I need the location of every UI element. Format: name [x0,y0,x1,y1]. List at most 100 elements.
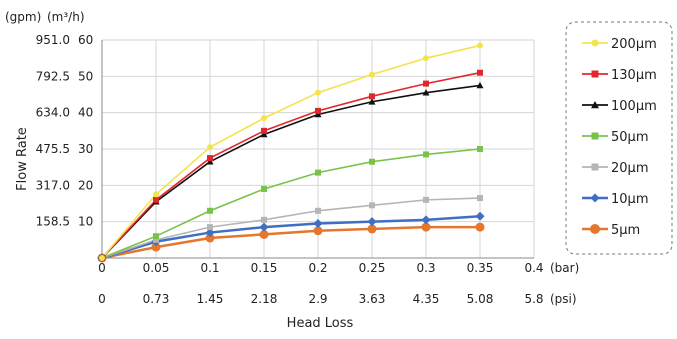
y-unit-gpm: (gpm) [5,10,41,24]
y-tick-label-gpm: 158.5 [36,215,70,229]
data-point [99,255,105,261]
data-point [477,195,483,202]
legend-label: 100μm [611,99,657,114]
data-point [477,146,483,152]
x-tick-label-bar: 0 [98,261,106,275]
x-tick-label-bar: 0.1 [200,261,219,275]
data-point [369,93,375,100]
y-tick-label-gpm: 475.5 [36,142,70,156]
y-tick-label-m3h: 30 [78,142,93,156]
series-line [101,197,481,259]
y-tick-label-m3h: 60 [78,33,93,47]
data-point [423,151,429,158]
legend-label: 20μm [611,161,648,176]
data-point [315,107,321,114]
series-lines [101,44,481,260]
data-point [314,110,322,118]
data-point [206,158,214,165]
legend-label: 200μm [611,37,657,52]
data-point [477,69,483,76]
y-axis-title: Flow Rate [15,127,30,191]
x-tick-label-psi: 0.73 [143,292,170,306]
legend-marker [591,163,599,171]
data-point [476,81,484,89]
data-point [207,224,213,231]
y-tick-label-m3h: 50 [78,69,93,83]
legend-label: 10μm [611,192,648,207]
data-point [477,42,483,49]
series-line [101,148,481,259]
x-tick-label-psi: 0 [98,292,106,306]
x-axis-title: Head Loss [287,316,354,331]
series-line [101,225,480,260]
legend-label: 5μm [611,223,640,238]
data-point [261,216,267,223]
data-point [259,229,269,239]
series-line [101,71,481,259]
data-point [421,215,431,225]
x-tick-label-psi: 5.08 [467,292,494,306]
data-point [313,218,323,228]
y-tick-label-m3h: 10 [78,215,93,229]
data-point [153,233,159,240]
data-point [205,233,215,243]
data-point [315,89,321,96]
x-tick-label-psi: 2.9 [308,292,327,306]
legend-marker [591,132,599,140]
data-point [369,71,375,78]
y-tick-label-gpm: 317.0 [36,178,70,192]
x-tick-label-psi: 4.35 [413,292,440,306]
data-point [153,191,159,198]
data-point [207,155,213,162]
data-point [207,144,213,151]
x-tick-label-psi: 2.18 [251,292,278,306]
y-unit-m3h: (m³/h) [47,10,85,24]
y-tick-label-m3h: 20 [78,178,93,192]
y-tick-label-gpm: 951.0 [36,33,70,47]
x-unit-psi: (psi) [550,292,577,306]
data-point [205,228,215,238]
data-point [315,207,321,214]
x-tick-label-bar: 0.3 [416,261,435,275]
data-point [475,222,485,232]
legend: 200μm 130μm 100μm 50μm 20μm 10μm 5μm [582,37,657,238]
x-tick-label-bar: 0.15 [251,261,278,275]
legend-marker [590,193,600,203]
x-tick-label-psi: 3.63 [359,292,386,306]
x-tick-label-psi: 5.8 [524,292,543,306]
y-tick-label-gpm: 634.0 [36,106,70,120]
x-tick-label-bar: 0.05 [143,261,170,275]
data-point [421,222,431,232]
data-point [369,202,375,209]
legend-label: 50μm [611,130,648,145]
legend-marker [591,70,599,78]
data-point [261,115,267,122]
data-point [261,127,267,134]
y-tick-label-gpm: 792.5 [36,69,70,83]
data-point [422,89,430,96]
legend-marker [591,39,599,47]
data-point [313,226,323,236]
axes: 0 0 0.05 0.73 0.1 1.45 0.15 2.18 0.2 2.9 0.25 3.63 0… [36,33,544,306]
data-point [367,217,377,227]
data-point [153,236,159,243]
data-point [475,211,485,221]
data-point [368,98,376,105]
x-tick-label-bar: 0.4 [524,261,543,275]
series-line [101,84,481,259]
data-point [315,169,321,176]
series-line [101,214,481,260]
data-point [261,185,267,192]
data-point [153,196,159,203]
x-tick-label-bar: 0.2 [308,261,327,275]
series-markers [97,42,485,263]
data-point [259,222,269,232]
x-tick-label-bar: 0.35 [467,261,494,275]
x-unit-bar: (bar) [550,261,579,275]
data-point [367,224,377,234]
x-tick-label-bar: 0.25 [359,261,386,275]
data-point [423,196,429,203]
legend-marker [590,224,600,234]
legend-label: 130μm [611,68,657,83]
